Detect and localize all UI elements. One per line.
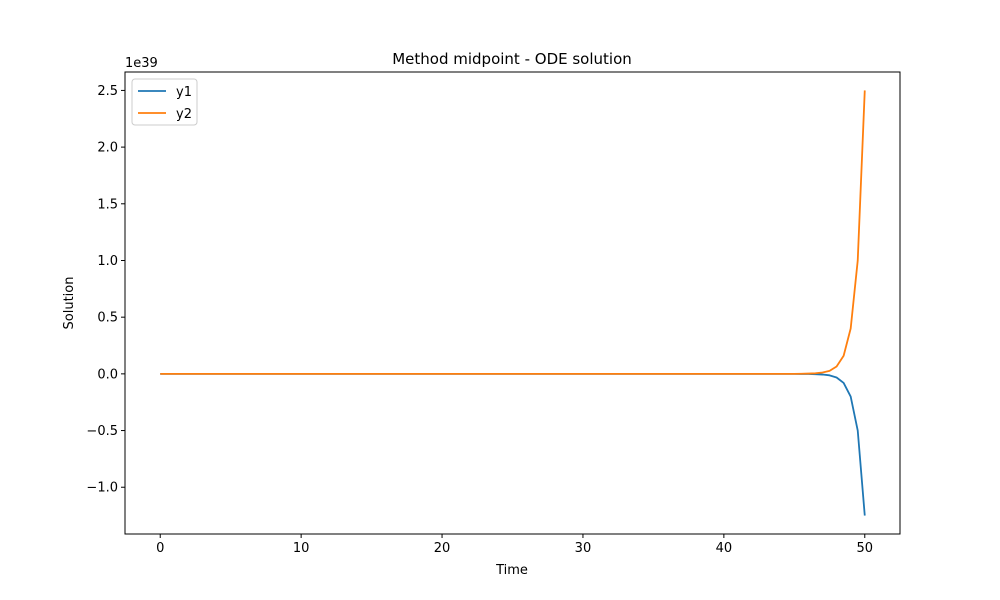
x-tick-label: 50 [856, 541, 873, 556]
y-offset-label: 1e39 [125, 56, 158, 71]
series-line-y2 [160, 90, 866, 375]
x-tick-label: 20 [434, 541, 451, 556]
plot-area: 0 10 20 30 40 50 −1.0 −0.5 0.0 0.5 1.0 1.5 2.0 2.5 y1 y… [86, 71, 901, 556]
chart-title: Method midpoint - ODE solution [392, 50, 632, 68]
x-axis-label: Time [495, 563, 528, 578]
y-tick-label: 1.0 [97, 254, 118, 269]
x-tick-label: 0 [156, 541, 164, 556]
x-tick-label: 40 [716, 541, 733, 556]
y-axis-label: Solution [62, 277, 77, 330]
y-tick-label: 1.5 [97, 197, 118, 212]
legend-label-y2: y2 [176, 107, 192, 122]
y-tick-label: −1.0 [86, 481, 118, 496]
plot-frame [124, 71, 901, 535]
x-tick-label: 10 [293, 541, 310, 556]
y-tick-label: 2.5 [97, 84, 118, 99]
series-line-y1 [160, 372, 866, 516]
legend-label-y1: y1 [176, 85, 192, 100]
x-tick-label: 30 [575, 541, 592, 556]
y-tick-label: −0.5 [86, 424, 118, 439]
y-tick-label: 0.5 [97, 311, 118, 326]
y-tick-label: 0.0 [97, 367, 118, 382]
y-tick-label: 2.0 [97, 141, 118, 156]
